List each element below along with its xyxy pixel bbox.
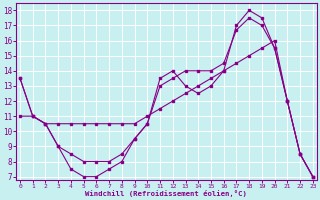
X-axis label: Windchill (Refroidissement éolien,°C): Windchill (Refroidissement éolien,°C) (85, 190, 247, 197)
